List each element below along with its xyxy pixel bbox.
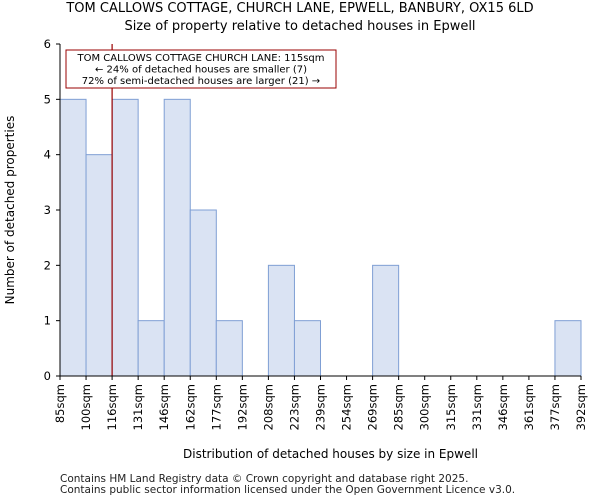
x-tick-label: 208sqm (261, 384, 275, 430)
x-tick-label: 315sqm (444, 384, 458, 430)
footer-copyright: Contains HM Land Registry data © Crown c… (60, 473, 469, 485)
histogram-bar (554, 320, 582, 377)
histogram-bar (293, 320, 322, 377)
x-tick-label: 116sqm (105, 384, 119, 430)
x-tick-label: 392sqm (574, 384, 588, 430)
annotation-line: 72% of semi-detached houses are larger (… (82, 76, 320, 87)
histogram-bar (59, 98, 87, 377)
histogram-bar (111, 98, 139, 377)
chart-subtitle: Size of property relative to detached ho… (124, 19, 476, 34)
y-tick-label: 5 (44, 92, 51, 106)
x-tick-label: 85sqm (53, 384, 67, 423)
histogram-bar (267, 264, 295, 377)
x-tick-label: 377sqm (548, 384, 562, 430)
y-tick-label: 3 (44, 203, 51, 217)
histogram-bar (215, 320, 243, 377)
x-tick-label: 100sqm (79, 384, 93, 430)
x-tick-label: 223sqm (287, 384, 301, 430)
annotation-box (65, 49, 337, 89)
bars-layer (59, 98, 582, 377)
histogram-bar (163, 98, 191, 377)
x-tick-label: 192sqm (235, 384, 249, 430)
annotation-line: TOM CALLOWS COTTAGE CHURCH LANE: 115sqm (76, 53, 324, 64)
histogram-bar (85, 154, 113, 377)
x-tick-label: 162sqm (183, 384, 197, 430)
x-tick-label: 361sqm (522, 384, 536, 430)
y-tick-label: 4 (44, 148, 51, 162)
annotation-layer: TOM CALLOWS COTTAGE CHURCH LANE: 115sqm←… (65, 49, 337, 89)
chart-title: TOM CALLOWS COTTAGE, CHURCH LANE, EPWELL… (66, 1, 534, 16)
y-tick-label: 2 (44, 258, 51, 272)
footer-licence: Contains public sector information licen… (60, 484, 516, 496)
x-tick-label: 346sqm (496, 384, 510, 430)
y-axis-label: Number of detached properties (3, 116, 17, 305)
axes-layer: 0 1 2 3 4 5 6 85sqm 100sqm 116sqm 131sqm 146sqm 162s… (44, 37, 588, 430)
x-tick-label: 177sqm (209, 384, 223, 430)
histogram-bar (189, 209, 217, 377)
x-tick-label: 254sqm (340, 384, 354, 430)
y-tick-label: 1 (44, 314, 51, 328)
x-tick-label: 285sqm (392, 384, 406, 430)
x-axis-label: Distribution of detached houses by size … (183, 447, 478, 461)
x-tick-label: 146sqm (157, 384, 171, 430)
histogram-bar (137, 320, 165, 377)
y-tick-label: 6 (44, 37, 51, 51)
x-tick-label: 331sqm (470, 384, 484, 430)
x-tick-label: 269sqm (366, 384, 380, 430)
annotation-line: ← 24% of detached houses are smaller (7) (95, 65, 307, 76)
histogram-bar (372, 264, 400, 377)
y-tick-label: 0 (44, 369, 51, 383)
x-tick-label: 300sqm (418, 384, 432, 430)
x-tick-label: 131sqm (131, 384, 145, 430)
x-tick-label: 239sqm (314, 384, 328, 430)
